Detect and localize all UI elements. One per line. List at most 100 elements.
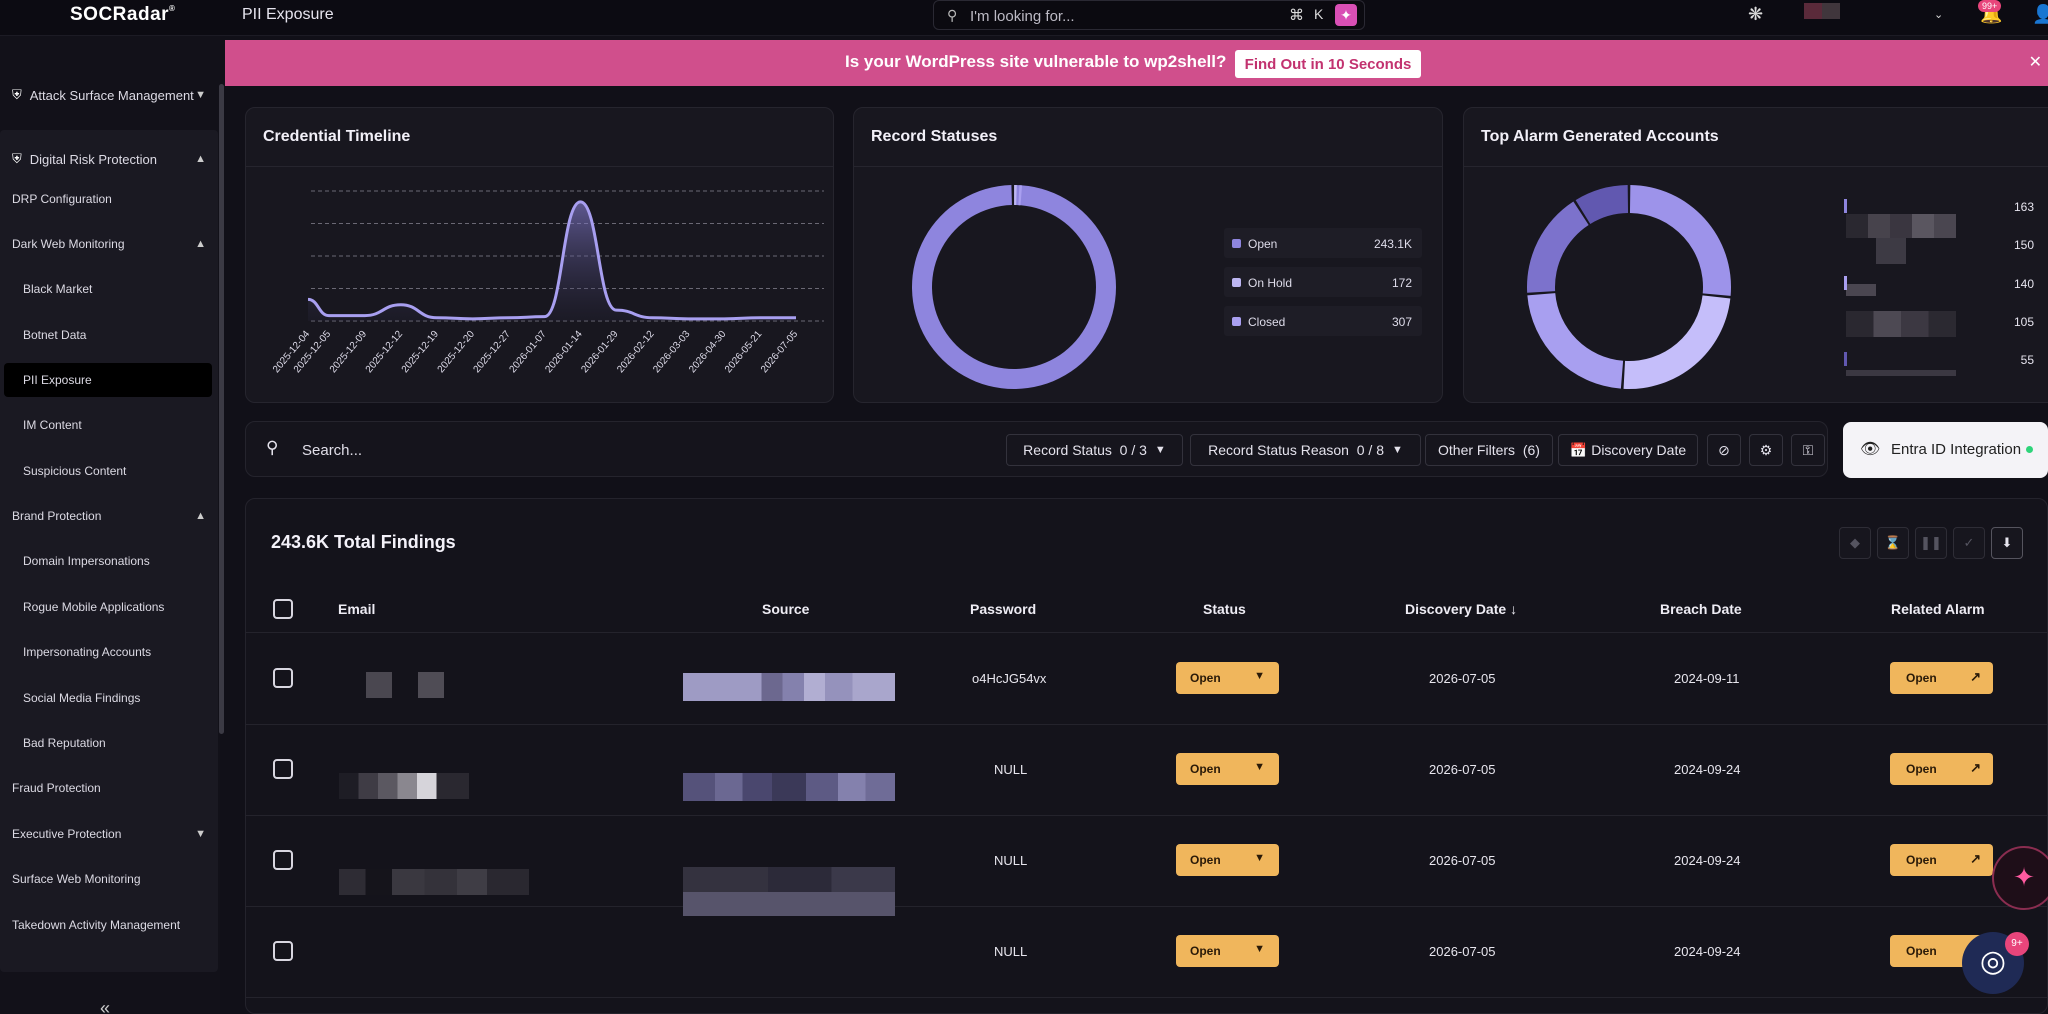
table-row[interactable]: NULL Open▼ 2026-07-05 2024-09-24 Open↗ bbox=[246, 725, 2048, 816]
col-email[interactable]: Email bbox=[338, 601, 376, 617]
sidebar-item-drp-config[interactable]: DRP Configuration bbox=[0, 182, 218, 216]
ai-assistant-button[interactable]: ✦ bbox=[1992, 846, 2048, 910]
chevron-down-icon[interactable]: ⌄ bbox=[1934, 9, 1944, 21]
banner-text: Is your WordPress site vulnerable to wp2… bbox=[845, 52, 1227, 71]
page-title: PII Exposure bbox=[242, 6, 334, 23]
account-bar bbox=[1844, 352, 1847, 366]
user-filter-button[interactable]: ⚙ bbox=[1749, 434, 1783, 466]
legend-open[interactable]: Open 243.1K bbox=[1224, 228, 1422, 258]
account-row[interactable]: 140 bbox=[1844, 274, 2034, 296]
alarm-label: Open bbox=[1906, 671, 1937, 685]
global-search-input[interactable] bbox=[970, 5, 1270, 27]
row-checkbox[interactable] bbox=[273, 850, 293, 870]
ai-sparkle-icon[interactable]: ✦ bbox=[1335, 4, 1357, 26]
legend-closed[interactable]: Closed 307 bbox=[1224, 306, 1422, 336]
close-icon[interactable]: ✕ bbox=[2028, 54, 2042, 71]
sidebar-item-domain-impersonations[interactable]: Domain Impersonations bbox=[0, 544, 218, 578]
sidebar-item-dark-web[interactable]: Dark Web Monitoring ▲ bbox=[0, 227, 218, 261]
related-alarm-button[interactable]: Open ↗ bbox=[1890, 662, 1993, 694]
credential-timeline-chart: 2025-12-042025-12-052025-12-092025-12-12… bbox=[271, 190, 824, 375]
account-row[interactable]: 163 bbox=[1844, 197, 2034, 219]
divider bbox=[246, 166, 833, 167]
logo[interactable]: SOCRadar® bbox=[70, 4, 176, 25]
col-source[interactable]: Source bbox=[762, 601, 810, 617]
password-value: NULL bbox=[994, 944, 1028, 959]
chevron-down-icon: ▼ bbox=[1154, 444, 1166, 456]
password-value: o4HcJG54vx bbox=[972, 671, 1047, 686]
status-dropdown[interactable]: Open ▼ bbox=[1176, 935, 1279, 967]
divider bbox=[854, 166, 1442, 167]
hide-icon-button[interactable]: ⊘ bbox=[1707, 434, 1741, 466]
legend-swatch bbox=[1232, 278, 1241, 287]
table-header: Email Source Password Status Discovery D… bbox=[246, 589, 2048, 633]
legend-on-hold[interactable]: On Hold 172 bbox=[1224, 267, 1422, 297]
sidebar-item-fraud[interactable]: Fraud Protection bbox=[0, 771, 218, 805]
timeline-line bbox=[307, 200, 796, 321]
sidebar-item-brand-protection[interactable]: Brand Protection ▲ bbox=[0, 499, 218, 533]
col-breach-date[interactable]: Breach Date bbox=[1660, 601, 1742, 617]
col-password[interactable]: Password bbox=[970, 601, 1037, 617]
status-dropdown[interactable]: Open ▼ bbox=[1176, 662, 1279, 694]
layers-icon[interactable]: ◆ bbox=[1839, 527, 1871, 559]
discovery-date-filter[interactable]: 📅 Discovery Date bbox=[1558, 434, 1698, 466]
legend-swatch bbox=[1232, 317, 1241, 326]
pause-icon[interactable]: ❚❚ bbox=[1915, 527, 1947, 559]
row-checkbox[interactable] bbox=[273, 941, 293, 961]
sidebar-item-label: Impersonating Accounts bbox=[23, 645, 152, 659]
status-dropdown[interactable]: Open ▼ bbox=[1176, 844, 1279, 876]
download-icon[interactable]: ⬇ bbox=[1991, 527, 2023, 559]
alarm-label: Open bbox=[1906, 944, 1937, 958]
discovery-date-value: 2026-07-05 bbox=[1429, 853, 1496, 868]
top-accounts-chart bbox=[1527, 185, 1731, 389]
sidebar-item-black-market[interactable]: Black Market bbox=[0, 272, 218, 306]
other-filters-button[interactable]: Other Filters (6) bbox=[1425, 434, 1553, 466]
sidebar-item-label: Botnet Data bbox=[23, 328, 87, 342]
account-row[interactable]: 55 bbox=[1844, 350, 2034, 372]
row-checkbox[interactable] bbox=[273, 759, 293, 779]
status-dropdown[interactable]: Open ▼ bbox=[1176, 753, 1279, 785]
check-icon[interactable]: ✓ bbox=[1953, 527, 1985, 559]
sidebar-item-label: Rogue Mobile Applications bbox=[23, 600, 165, 614]
col-label: Discovery Date bbox=[1405, 601, 1507, 617]
account-row[interactable]: 105 bbox=[1844, 312, 2034, 334]
sidebar-item-im-content[interactable]: IM Content bbox=[0, 408, 218, 442]
sidebar-item-suspicious[interactable]: Suspicious Content bbox=[0, 454, 218, 488]
sidebar-item-attack-surface[interactable]: ⛨ Attack Surface Management ▼ bbox=[0, 78, 218, 112]
sidebar-item-digital-risk[interactable]: ⛨ Digital Risk Protection ▲ bbox=[0, 142, 218, 176]
select-all-checkbox[interactable] bbox=[273, 599, 293, 619]
table-row[interactable]: NULL Open▼ 2026-07-05 2024-09-24 Open↗ bbox=[246, 816, 2048, 916]
integrations-icon[interactable]: ❋ bbox=[1748, 4, 1764, 24]
sidebar-item-botnet[interactable]: Botnet Data bbox=[0, 318, 218, 352]
donut-slice bbox=[1018, 185, 1023, 206]
key-filter-button[interactable]: ⚿ bbox=[1791, 434, 1825, 466]
related-alarm-button[interactable]: Open ↗ bbox=[1890, 753, 1993, 785]
sidebar-item-social-media[interactable]: Social Media Findings bbox=[0, 681, 218, 715]
table-row[interactable]: o4HcJG54vx Open ▼ 2026-07-05 2024-09-11 O… bbox=[246, 634, 2048, 725]
record-status-reason-filter[interactable]: Record Status Reason 0 / 8 ▼ bbox=[1190, 434, 1421, 466]
entra-id-integration-button[interactable]: 👁 Entra ID Integration bbox=[1843, 422, 2048, 478]
sidebar-item-executive[interactable]: Executive Protection ▼ bbox=[0, 817, 218, 851]
findings-search-input[interactable] bbox=[302, 439, 602, 461]
related-alarm-button[interactable]: Open ↗ bbox=[1890, 844, 1993, 876]
sidebar-item-bad-reputation[interactable]: Bad Reputation bbox=[0, 726, 218, 760]
sidebar-item-label: IM Content bbox=[23, 418, 82, 432]
table-row[interactable]: NULL Open▼ 2026-07-05 2024-09-24 Open↗ bbox=[246, 907, 2048, 998]
sidebar-item-pii-exposure[interactable]: PII Exposure bbox=[4, 363, 212, 397]
account-row[interactable]: 150 bbox=[1844, 235, 2034, 257]
col-status[interactable]: Status bbox=[1203, 601, 1246, 617]
global-search[interactable]: ⚲ ⌘ K ✦ bbox=[933, 0, 1365, 30]
col-related-alarm[interactable]: Related Alarm bbox=[1891, 601, 1985, 617]
banner-cta-button[interactable]: Find Out in 10 Seconds bbox=[1235, 50, 1421, 78]
sidebar-item-surface-web[interactable]: Surface Web Monitoring bbox=[0, 862, 218, 896]
discovery-date-value: 2026-07-05 bbox=[1429, 944, 1496, 959]
hourglass-icon[interactable]: ⌛ bbox=[1877, 527, 1909, 559]
sidebar-item-takedown[interactable]: Takedown Activity Management bbox=[0, 908, 218, 942]
row-checkbox[interactable] bbox=[273, 668, 293, 688]
record-status-filter[interactable]: Record Status 0 / 3 ▼ bbox=[1006, 434, 1183, 466]
collapse-sidebar-icon[interactable]: « bbox=[100, 998, 111, 1014]
sidebar-item-impersonating-accounts[interactable]: Impersonating Accounts bbox=[0, 635, 218, 669]
sidebar-scrollbar[interactable] bbox=[219, 84, 224, 734]
sidebar-item-rogue-mobile[interactable]: Rogue Mobile Applications bbox=[0, 590, 218, 624]
col-discovery-date[interactable]: Discovery Date ↓ bbox=[1405, 601, 1517, 617]
user-icon[interactable]: 👤 bbox=[2032, 4, 2048, 24]
